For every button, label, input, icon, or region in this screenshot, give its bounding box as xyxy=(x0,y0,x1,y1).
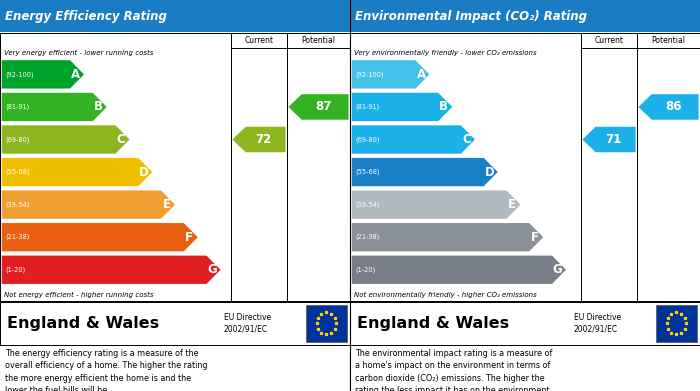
Text: 87: 87 xyxy=(315,100,332,113)
Polygon shape xyxy=(1,126,130,154)
Polygon shape xyxy=(351,256,566,284)
Text: 72: 72 xyxy=(255,133,272,146)
Text: The energy efficiency rating is a measure of the
overall efficiency of a home. T: The energy efficiency rating is a measur… xyxy=(6,349,208,391)
Polygon shape xyxy=(232,127,286,152)
Text: Energy Efficiency Rating: Energy Efficiency Rating xyxy=(6,9,167,23)
Bar xyxy=(350,0,700,32)
Text: Very environmentally friendly - lower CO₂ emissions: Very environmentally friendly - lower CO… xyxy=(354,50,536,56)
Text: 71: 71 xyxy=(605,133,622,146)
Polygon shape xyxy=(1,190,175,219)
Text: England & Wales: England & Wales xyxy=(7,316,159,331)
Text: Environmental Impact (CO₂) Rating: Environmental Impact (CO₂) Rating xyxy=(355,9,587,23)
Text: Current: Current xyxy=(594,36,624,45)
Text: A: A xyxy=(71,68,80,81)
Text: (55-68): (55-68) xyxy=(6,169,30,175)
Polygon shape xyxy=(1,256,220,284)
Text: (69-80): (69-80) xyxy=(355,136,379,143)
Text: D: D xyxy=(139,165,148,179)
Text: G: G xyxy=(553,263,562,276)
Bar xyxy=(0,33,350,301)
Text: Current: Current xyxy=(244,36,274,45)
Polygon shape xyxy=(351,93,452,121)
Text: Potential: Potential xyxy=(302,36,335,45)
Polygon shape xyxy=(351,223,543,251)
Polygon shape xyxy=(351,190,521,219)
Bar xyxy=(350,33,700,301)
Text: (1-20): (1-20) xyxy=(6,267,25,273)
Text: Not energy efficient - higher running costs: Not energy efficient - higher running co… xyxy=(4,292,153,298)
Text: EU Directive
2002/91/EC: EU Directive 2002/91/EC xyxy=(224,313,271,334)
Polygon shape xyxy=(1,93,106,121)
Polygon shape xyxy=(1,223,198,251)
Text: EU Directive
2002/91/EC: EU Directive 2002/91/EC xyxy=(574,313,621,334)
Polygon shape xyxy=(1,158,153,186)
Polygon shape xyxy=(582,127,636,152)
Text: (81-91): (81-91) xyxy=(355,104,379,110)
Text: D: D xyxy=(484,165,494,179)
Text: B: B xyxy=(440,100,448,113)
Text: Not environmentally friendly - higher CO₂ emissions: Not environmentally friendly - higher CO… xyxy=(354,292,536,298)
Text: Potential: Potential xyxy=(652,36,685,45)
Polygon shape xyxy=(351,126,475,154)
Text: F: F xyxy=(186,231,193,244)
Text: (21-38): (21-38) xyxy=(6,234,29,240)
Bar xyxy=(307,305,346,342)
Text: G: G xyxy=(207,263,217,276)
Text: (92-100): (92-100) xyxy=(355,71,384,78)
Bar xyxy=(350,302,700,345)
Text: 86: 86 xyxy=(665,100,682,113)
Text: The environmental impact rating is a measure of
a home's impact on the environme: The environmental impact rating is a mea… xyxy=(355,349,552,391)
Text: (69-80): (69-80) xyxy=(6,136,29,143)
Text: E: E xyxy=(162,198,171,211)
Text: (1-20): (1-20) xyxy=(355,267,375,273)
Text: C: C xyxy=(117,133,125,146)
Text: (55-68): (55-68) xyxy=(355,169,380,175)
Polygon shape xyxy=(351,60,430,88)
Bar xyxy=(657,305,696,342)
Polygon shape xyxy=(1,60,84,88)
Text: E: E xyxy=(508,198,516,211)
Text: Very energy efficient - lower running costs: Very energy efficient - lower running co… xyxy=(4,50,153,56)
Polygon shape xyxy=(288,94,349,120)
Polygon shape xyxy=(638,94,699,120)
Bar xyxy=(0,302,350,345)
Bar xyxy=(0,0,350,32)
Text: (39-54): (39-54) xyxy=(6,201,29,208)
Text: (81-91): (81-91) xyxy=(6,104,29,110)
Text: (39-54): (39-54) xyxy=(355,201,379,208)
Text: England & Wales: England & Wales xyxy=(357,316,509,331)
Text: A: A xyxy=(416,68,426,81)
Polygon shape xyxy=(351,158,498,186)
Text: (21-38): (21-38) xyxy=(355,234,379,240)
Text: C: C xyxy=(462,133,471,146)
Text: B: B xyxy=(94,100,103,113)
Text: (92-100): (92-100) xyxy=(6,71,34,78)
Text: F: F xyxy=(531,231,539,244)
